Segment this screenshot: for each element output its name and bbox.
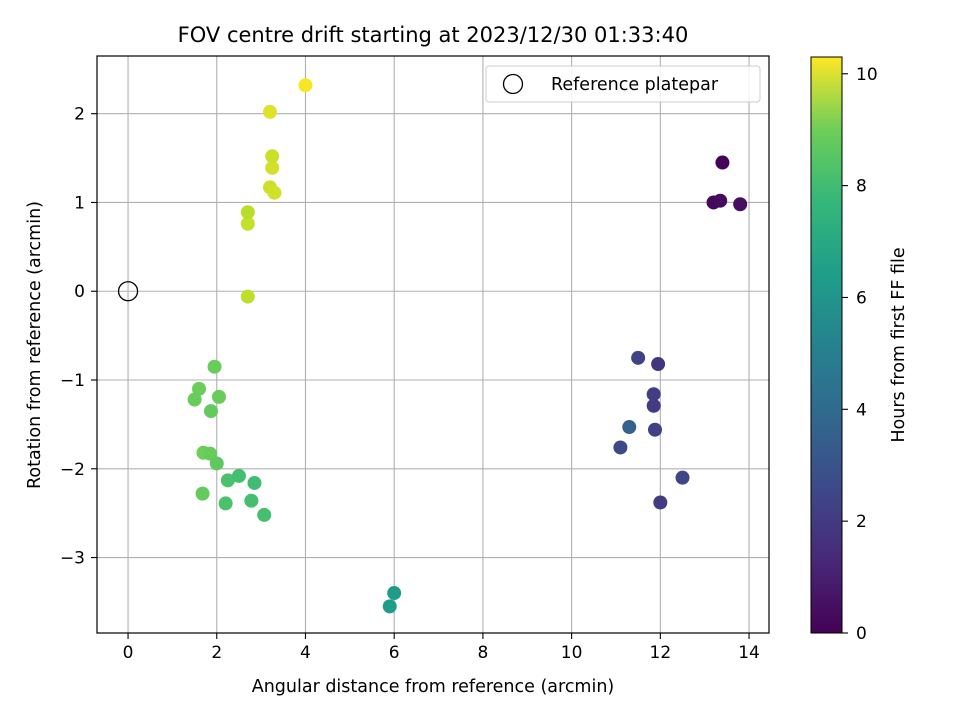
- scatter-point: [187, 392, 202, 407]
- scatter-point: [203, 404, 218, 419]
- scatter-point: [646, 398, 661, 413]
- x-tick-label: 0: [123, 643, 134, 663]
- x-tick-label: 2: [211, 643, 222, 663]
- colorbar-tick-label: 10: [856, 65, 878, 85]
- colorbar-ticks: 0 2 4 6 8 10: [842, 65, 878, 644]
- scatter-point: [262, 104, 277, 119]
- colorbar-title: Hours from first FF file: [889, 247, 909, 442]
- reference-marker: [117, 281, 139, 302]
- scatter-point: [653, 495, 668, 510]
- y-axis-ticks: −3 −2 −1 0 1 2: [60, 105, 97, 569]
- scatter-point: [195, 486, 210, 501]
- scatter-point: [218, 496, 233, 511]
- scatter-point: [267, 185, 282, 200]
- y-tick-label: 1: [74, 193, 85, 213]
- scatter-point: [733, 197, 748, 212]
- y-tick-label: −3: [60, 549, 85, 569]
- scatter-point: [247, 475, 262, 490]
- scatter-point: [622, 420, 637, 435]
- x-tick-label: 10: [561, 643, 583, 663]
- scatter-point: [713, 193, 728, 208]
- scatter-point: [240, 289, 255, 304]
- colorbar-tick-label: 4: [856, 400, 867, 420]
- scatter-point: [265, 160, 280, 175]
- legend-label: Reference platepar: [551, 75, 719, 95]
- x-tick-label: 14: [738, 643, 760, 663]
- scatter-point: [631, 350, 646, 365]
- scatter-point: [211, 389, 226, 404]
- legend-marker-icon: [502, 73, 524, 95]
- scatter-point: [203, 446, 218, 461]
- scatter-point: [240, 205, 255, 220]
- scatter-point: [265, 149, 280, 164]
- scatter-point: [240, 216, 255, 231]
- x-tick-label: 6: [389, 643, 400, 663]
- scatter-point: [207, 359, 222, 374]
- scatter-point: [646, 387, 661, 402]
- colorbar: 0 2 4 6 8 10 Hours from first FF file: [810, 56, 909, 644]
- scatter-point: [231, 468, 246, 483]
- legend-box: [485, 65, 761, 103]
- scatter-point: [715, 155, 730, 170]
- reference-platepar-marker: [117, 281, 139, 302]
- y-tick-label: −1: [60, 371, 85, 391]
- colorbar-tick-label: 8: [856, 177, 867, 197]
- y-axis-title: Rotation from reference (arcmin): [25, 201, 45, 489]
- scatter-point: [244, 493, 259, 508]
- scatter-point: [675, 470, 690, 485]
- chart-title: FOV centre drift starting at 2023/12/30 …: [178, 23, 689, 47]
- legend: Reference platepar: [485, 65, 761, 103]
- x-axis-title: Angular distance from reference (arcmin): [252, 677, 615, 697]
- scatter-point: [192, 381, 207, 396]
- scatter-point: [387, 586, 402, 601]
- colorbar-tick-label: 6: [856, 288, 867, 308]
- y-tick-label: 0: [74, 282, 85, 302]
- x-tick-label: 8: [477, 643, 488, 663]
- colorbar-tick-label: 0: [856, 624, 867, 644]
- colorbar-gradient: [810, 56, 843, 634]
- x-tick-label: 12: [650, 643, 672, 663]
- plot-frame: [96, 55, 770, 634]
- data-points: [187, 78, 748, 614]
- scatter-point: [651, 357, 666, 372]
- y-tick-label: −2: [60, 460, 85, 480]
- x-tick-label: 4: [300, 643, 311, 663]
- scatter-point: [613, 440, 628, 455]
- scatter-point: [220, 473, 235, 488]
- scatter-point: [382, 599, 397, 614]
- scatter-point: [209, 456, 224, 471]
- scatter-point: [648, 422, 663, 437]
- colorbar-tick-label: 2: [856, 512, 867, 532]
- grid: [97, 56, 769, 633]
- x-axis-ticks: 0 2 4 6 8 10 12 14: [123, 633, 760, 663]
- scatter-point: [257, 507, 272, 522]
- y-tick-label: 2: [74, 105, 85, 125]
- scatter-point: [298, 78, 313, 93]
